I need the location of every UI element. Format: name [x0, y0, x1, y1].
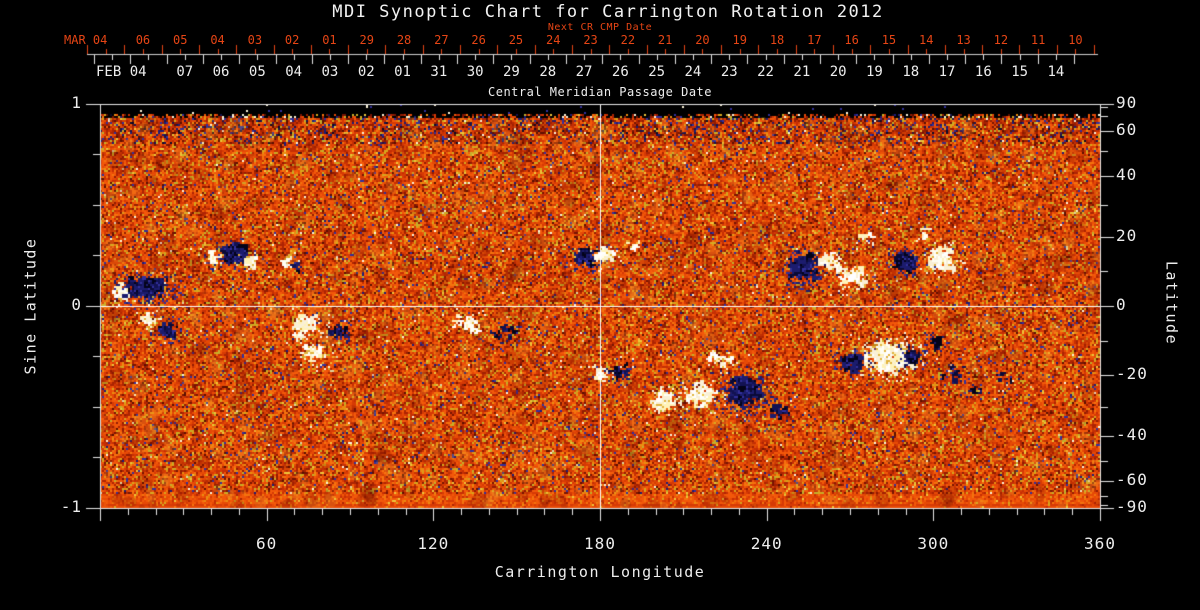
next-cr-day-label: 14: [919, 33, 934, 47]
next-cr-day-label: 11: [1030, 33, 1046, 47]
cmp-day-label: 17: [938, 64, 956, 80]
next-cr-day-label: 29: [359, 33, 374, 47]
longitude-tick-label: 360: [1084, 534, 1116, 553]
latitude-tick-label: -40: [1116, 425, 1148, 444]
longitude-tick-label: 60: [256, 534, 278, 553]
cmp-day-label: 25: [648, 64, 666, 80]
next-cr-day-label: 16: [844, 33, 859, 47]
sine-latitude-tick-label: -1: [60, 497, 82, 516]
cmp-day-label: 01: [394, 64, 411, 80]
next-cr-day-label: 03: [247, 33, 263, 47]
cmp-day-label: 18: [902, 64, 920, 80]
latitude-tick-label: 20: [1116, 226, 1138, 245]
cmp-day-label: 20: [829, 64, 847, 80]
bottom-axis-title: Carrington Longitude: [494, 563, 706, 581]
next-cr-month-label: MAR 04: [64, 33, 108, 47]
cmp-day-label: 30: [466, 64, 484, 80]
right-axis-title: Latitude: [1162, 260, 1181, 346]
next-cr-day-label: 20: [695, 33, 710, 47]
next-cr-day-label: 06: [135, 33, 151, 47]
latitude-tick-label: 60: [1116, 120, 1138, 139]
cmp-day-label: 04: [285, 64, 303, 80]
cmp-day-label: 24: [684, 64, 702, 80]
latitude-tick-label: -60: [1116, 470, 1148, 489]
cmp-day-label: 23: [720, 64, 738, 80]
cmp-day-label: 05: [248, 64, 266, 80]
cmp-day-label: 06: [212, 64, 230, 80]
next-cr-day-label: 04: [210, 33, 225, 47]
latitude-tick-label: 0: [1116, 295, 1127, 314]
longitude-tick-label: 240: [750, 534, 783, 553]
next-cr-day-label: 05: [173, 33, 188, 47]
next-cr-day-label: 01: [322, 33, 337, 47]
next-cr-day-label: 19: [732, 33, 747, 47]
next-cr-day-label: 18: [769, 33, 785, 47]
next-cr-day-label: 17: [807, 33, 822, 47]
next-cr-day-label: 21: [657, 33, 673, 47]
next-cr-day-label: 26: [471, 33, 486, 47]
cmp-day-label: 26: [611, 64, 629, 80]
longitude-tick-label: 300: [917, 534, 950, 553]
next-cr-day-label: 02: [284, 33, 300, 47]
cmp-axis-caption: Central Meridian Passage Date: [487, 85, 713, 99]
cmp-day-label: 29: [503, 64, 520, 80]
next-cr-day-label: 10: [1068, 33, 1083, 47]
cmp-day-label: 02: [357, 64, 375, 80]
next-cr-day-label: 27: [434, 33, 449, 47]
latitude-tick-label: -20: [1116, 364, 1148, 383]
cmp-day-label: 27: [575, 64, 593, 80]
cmp-day-label: 16: [974, 64, 992, 80]
longitude-tick-label: 120: [417, 534, 450, 553]
cmp-day-label: 31: [430, 64, 448, 80]
cmp-day-label: 15: [1011, 64, 1029, 80]
next-cr-day-label: 28: [396, 33, 412, 47]
chart-title: MDI Synoptic Chart for Carrington Rotati…: [332, 2, 884, 22]
cmp-day-label: 07: [176, 64, 194, 80]
next-cr-day-label: 15: [881, 33, 897, 47]
next-cr-day-label: 24: [546, 33, 561, 47]
next-cr-day-label: 13: [956, 33, 971, 47]
cmp-day-label: 28: [539, 64, 557, 80]
next-cr-day-label: 23: [583, 33, 598, 47]
cmp-day-label: 19: [866, 64, 883, 80]
longitude-tick-label: 180: [584, 534, 616, 553]
cmp-day-label: 14: [1047, 64, 1065, 80]
next-cr-axis-caption: Next CR CMP Date: [547, 22, 653, 33]
sine-latitude-tick-label: 1: [71, 93, 82, 112]
cmp-day-label: 22: [757, 64, 774, 80]
latitude-tick-label: 90: [1116, 93, 1138, 112]
next-cr-day-label: 12: [993, 33, 1009, 47]
sine-latitude-tick-label: 0: [71, 295, 82, 314]
cmp-day-label: 03: [321, 64, 339, 80]
latitude-tick-label: 40: [1116, 165, 1138, 184]
cmp-day-label: 21: [793, 64, 811, 80]
next-cr-day-label: 25: [508, 33, 524, 47]
next-cr-day-label: 22: [620, 33, 636, 47]
latitude-tick-label: -90: [1116, 497, 1148, 516]
cmp-month-label: FEB 04: [96, 64, 147, 80]
